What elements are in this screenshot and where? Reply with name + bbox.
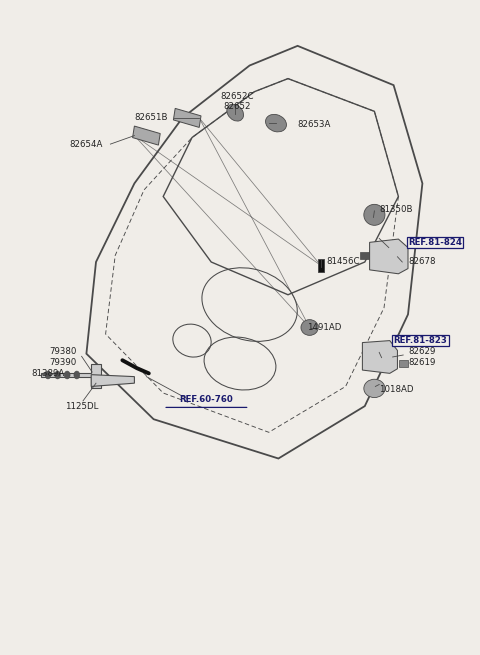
Text: REF.81-824: REF.81-824 [408, 238, 462, 247]
Text: REF.60-760: REF.60-760 [180, 395, 233, 404]
Text: 1018AD: 1018AD [379, 385, 414, 394]
Polygon shape [41, 364, 101, 388]
Text: 81456C: 81456C [326, 257, 360, 267]
Text: 81350B: 81350B [379, 205, 413, 214]
Polygon shape [362, 341, 397, 373]
Circle shape [74, 371, 80, 379]
Polygon shape [91, 375, 134, 386]
Text: 1125DL: 1125DL [65, 402, 98, 411]
Text: 82652C
82652: 82652C 82652 [221, 92, 254, 111]
Text: 82678: 82678 [408, 257, 435, 267]
Circle shape [55, 371, 60, 379]
Circle shape [45, 371, 51, 379]
Polygon shape [399, 360, 408, 367]
Circle shape [64, 371, 70, 379]
Text: 82654A: 82654A [70, 140, 103, 149]
Ellipse shape [364, 204, 385, 225]
Text: 82653A: 82653A [298, 120, 331, 129]
Polygon shape [370, 239, 408, 274]
Text: 1491AD: 1491AD [307, 323, 342, 332]
Polygon shape [132, 126, 160, 145]
Ellipse shape [227, 104, 243, 121]
Text: 81389A: 81389A [31, 369, 64, 378]
Ellipse shape [301, 320, 318, 335]
Polygon shape [173, 108, 201, 128]
Ellipse shape [265, 115, 287, 132]
Text: 82629
82619: 82629 82619 [408, 347, 435, 367]
Polygon shape [360, 252, 369, 259]
Polygon shape [318, 259, 324, 272]
Text: 82651B: 82651B [134, 113, 168, 122]
Ellipse shape [364, 379, 385, 398]
Text: 79380
79390: 79380 79390 [49, 347, 77, 367]
Text: REF.81-823: REF.81-823 [394, 336, 447, 345]
